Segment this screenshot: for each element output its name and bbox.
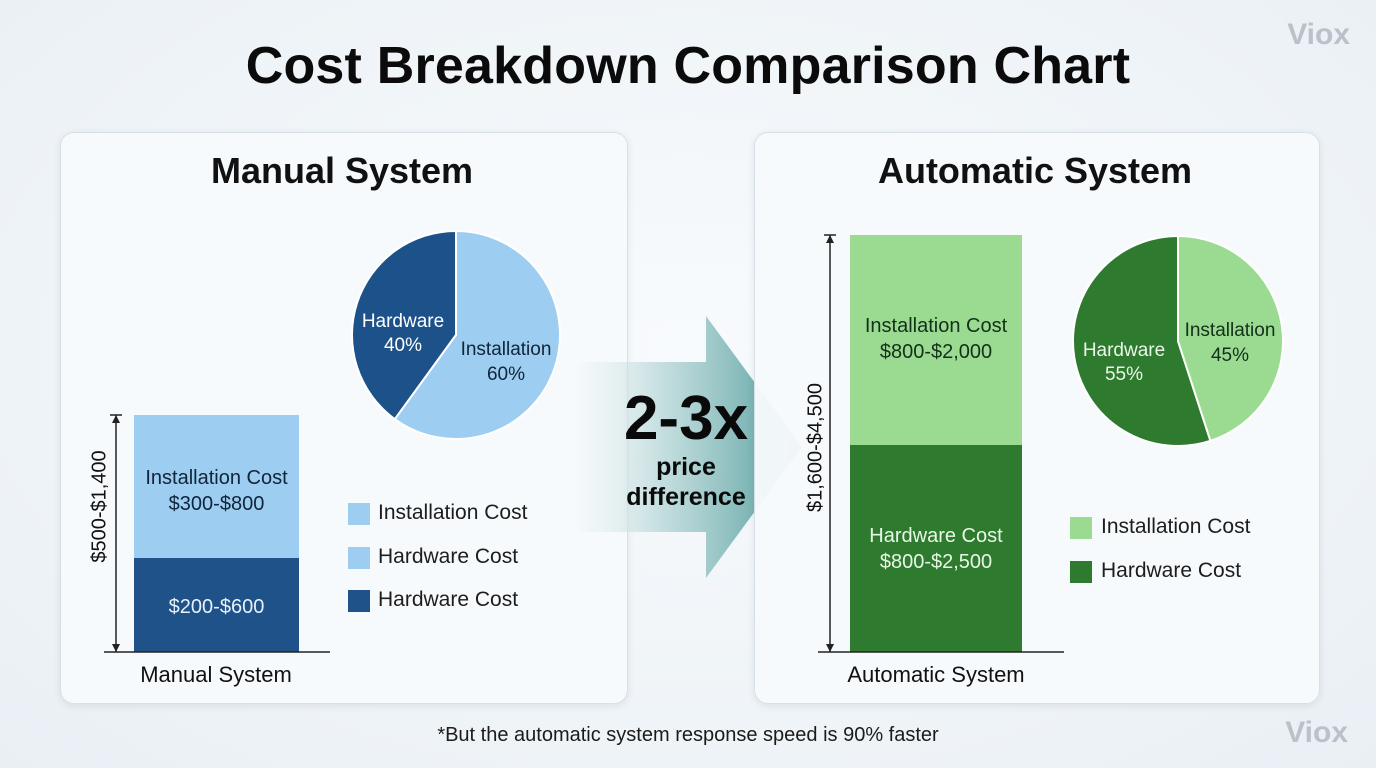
automatic-pie-installation-label: Installation bbox=[1185, 320, 1276, 341]
automatic-legend-swatch-hardware bbox=[1070, 561, 1092, 583]
automatic-legend-installation: Installation Cost bbox=[1101, 515, 1251, 538]
price-difference-line2: difference bbox=[626, 483, 746, 511]
automatic-total-range-label: $1,600-$4,500 bbox=[804, 383, 827, 513]
automatic-pie-slice-hardware bbox=[1072, 234, 1212, 447]
price-difference-line1: price bbox=[656, 453, 716, 481]
manual-x-label: Manual System bbox=[140, 662, 292, 687]
automatic-legend-hardware: Hardware Cost bbox=[1101, 559, 1242, 582]
manual-pie-slice-hardware bbox=[351, 229, 457, 421]
manual-installation-segment-label: Installation Cost $300-$800 bbox=[134, 465, 299, 517]
manual-hardware-bar-segment bbox=[134, 558, 299, 652]
manual-range-arrow-bottom bbox=[112, 644, 120, 652]
automatic-axis bbox=[818, 234, 1064, 653]
manual-legend-swatch-installation bbox=[348, 503, 370, 525]
comparison-arrow bbox=[578, 316, 802, 578]
automatic-installation-label: Installation Cost bbox=[864, 315, 1008, 337]
automatic-hardware-segment-label: Hardware Cost $800-$2,500 bbox=[850, 523, 1022, 575]
manual-legend-swatch-hardware-dark bbox=[348, 590, 370, 612]
watermark-logo-top: Viox bbox=[1287, 18, 1350, 51]
footnote: *But the automatic system response speed… bbox=[437, 724, 939, 746]
manual-pie-hardware-label: Hardware bbox=[362, 311, 444, 332]
automatic-range-arrow-bottom bbox=[826, 644, 834, 652]
manual-pie-hardware-pct: 40% bbox=[384, 335, 422, 356]
automatic-installation-range: $800-$2,000 bbox=[879, 341, 993, 363]
automatic-pie-hardware-label: Hardware bbox=[1083, 340, 1165, 361]
page-title: Cost Breakdown Comparison Chart bbox=[245, 37, 1131, 95]
comparison-arrow-shape bbox=[578, 316, 802, 578]
manual-axis bbox=[104, 414, 330, 653]
manual-panel-title: Manual System bbox=[210, 150, 474, 191]
price-multiplier: 2-3x bbox=[623, 384, 749, 453]
automatic-hardware-label: Hardware Cost bbox=[869, 525, 1003, 547]
manual-installation-range: $300-$800 bbox=[168, 493, 265, 515]
manual-hardware-range: $200-$600 bbox=[168, 596, 265, 618]
automatic-pie-installation-pct: 45% bbox=[1211, 345, 1249, 366]
watermark-logo-bottom: Viox bbox=[1285, 716, 1348, 749]
manual-legend-hardware-dark: Hardware Cost bbox=[378, 588, 519, 611]
automatic-legend-swatch-installation bbox=[1070, 517, 1092, 539]
automatic-installation-segment-label: Installation Cost $800-$2,000 bbox=[850, 313, 1022, 365]
manual-total-range-label: $500-$1,400 bbox=[88, 450, 111, 563]
manual-installation-label: Installation Cost bbox=[145, 467, 288, 489]
automatic-installation-bar-segment bbox=[850, 235, 1022, 445]
manual-installation-bar-segment bbox=[134, 415, 299, 558]
manual-legend-installation: Installation Cost bbox=[378, 501, 528, 524]
automatic-panel-title: Automatic System bbox=[877, 150, 1193, 191]
automatic-x-label: Automatic System bbox=[847, 662, 1025, 687]
automatic-pie-slice-installation bbox=[1177, 234, 1284, 443]
manual-legend-hardware-light: Hardware Cost bbox=[378, 545, 519, 568]
automatic-pie-hardware-pct: 55% bbox=[1105, 364, 1143, 385]
manual-pie-installation-label: Installation bbox=[461, 339, 552, 360]
manual-range-arrow-top bbox=[112, 415, 120, 423]
price-difference-label: price difference bbox=[596, 452, 776, 512]
automatic-range-arrow-top bbox=[826, 235, 834, 243]
manual-pie-chart: Hardware 40% Installation 60% bbox=[351, 229, 561, 440]
manual-legend-swatch-hardware-light bbox=[348, 547, 370, 569]
automatic-hardware-range: $800-$2,500 bbox=[879, 551, 993, 573]
automatic-pie-chart: Hardware 55% Installation 45% bbox=[1072, 234, 1284, 447]
manual-pie-installation-pct: 60% bbox=[487, 364, 525, 385]
automatic-hardware-bar-segment bbox=[850, 445, 1022, 652]
manual-pie-slice-installation bbox=[393, 229, 561, 440]
